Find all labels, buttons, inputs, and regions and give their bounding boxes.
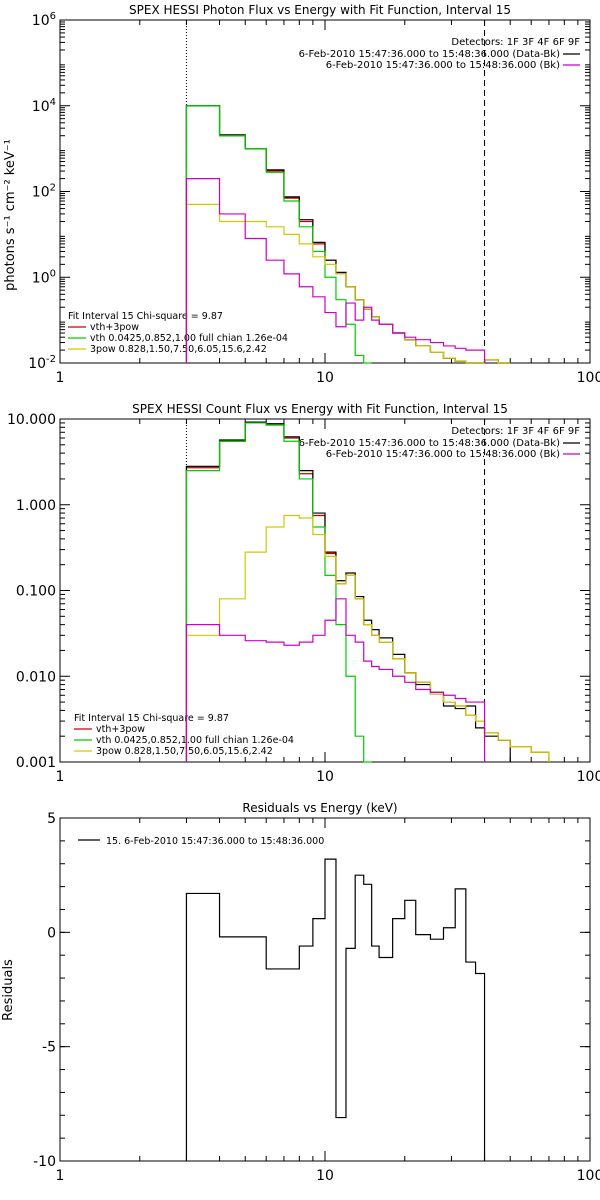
count-flux-series-data-bk bbox=[185, 421, 511, 762]
count-flux-plot-frame bbox=[59, 418, 591, 763]
photon-flux-detectors-label: Detectors: 1F 3F 4F 6F 9F bbox=[451, 37, 580, 48]
photon-flux-title: SPEX HESSI Photon Flux vs Energy with Fi… bbox=[129, 3, 511, 17]
residuals-legend: 15. 6-Feb-2010 15:47:36.000 to 15:48:36.… bbox=[106, 836, 324, 847]
photon-flux-legend-data-bk: 6-Feb-2010 15:47:36.000 to 15:48:36.000 … bbox=[299, 49, 561, 60]
count-flux-y-tick-label: 10.000 bbox=[7, 412, 56, 428]
count-flux-legend-pow: 3pow 0.828,1.50,7.50,6.05,15.6,2.42 bbox=[96, 746, 273, 757]
photon-flux-y-tick-label: 100 bbox=[32, 268, 56, 286]
photon-flux-x-tick-label: 10 bbox=[316, 370, 334, 386]
photon-flux-y-tick-label: 104 bbox=[32, 97, 56, 115]
residuals-y-label: Residuals bbox=[1, 959, 16, 1021]
count-flux-y-tick-label: 0.100 bbox=[16, 584, 56, 600]
count-flux-legend-bk: 6-Feb-2010 15:47:36.000 to 15:48:36.000 … bbox=[326, 449, 560, 460]
count-flux-bottom-legend: Fit Interval 15 Chi-square = 9.87 vth+3p… bbox=[74, 713, 294, 757]
count-flux-series-vth-3pow bbox=[185, 422, 550, 762]
count-flux-title: SPEX HESSI Count Flux vs Energy with Fit… bbox=[132, 402, 508, 416]
count-flux-x-tick-label: 1 bbox=[56, 769, 65, 785]
photon-flux-panel: SPEX HESSI Photon Flux vs Energy with Fi… bbox=[3, 3, 580, 355]
photon-flux-legend-vth: vth 0.0425,0.852,1.00 full chian 1.26e-0… bbox=[90, 333, 288, 344]
count-flux-fit-interval-label: Fit Interval 15 Chi-square = 9.87 bbox=[74, 713, 229, 724]
residuals-y-tick-label: -10 bbox=[33, 1154, 56, 1170]
count-flux-y-tick-label: 1.000 bbox=[16, 498, 56, 514]
residuals-x-tick-label: 10 bbox=[316, 1168, 334, 1184]
residuals-panel: Residuals vs Energy (keV) Residuals 15. … bbox=[1, 801, 398, 1021]
residuals-series-residuals bbox=[185, 858, 486, 1161]
count-flux-top-legend: Detectors: 1F 3F 4F 6F 9F 6-Feb-2010 15:… bbox=[299, 426, 581, 460]
photon-flux-x-tick-label: 100 bbox=[577, 370, 600, 386]
photon-flux-series-bk bbox=[185, 177, 486, 363]
residuals-y-tick-label: -5 bbox=[42, 1040, 56, 1056]
residuals-y-tick-label: 5 bbox=[47, 811, 56, 827]
photon-flux-y-tick-label: 102 bbox=[32, 183, 56, 201]
photon-flux-bottom-legend: Fit Interval 15 Chi-square = 9.87 vth+3p… bbox=[68, 311, 288, 355]
photon-flux-top-legend: Detectors: 1F 3F 4F 6F 9F 6-Feb-2010 15:… bbox=[299, 37, 581, 71]
photon-flux-y-label: photons s⁻¹ cm⁻² keV⁻¹ bbox=[3, 139, 18, 291]
photon-flux-legend-bk: 6-Feb-2010 15:47:36.000 to 15:48:36.000 … bbox=[326, 60, 560, 71]
count-flux-series-bk bbox=[185, 598, 486, 762]
count-flux-x-tick-label: 10 bbox=[316, 769, 334, 785]
residuals-x-tick-label: 1 bbox=[56, 1168, 65, 1184]
residuals-y-tick-label: 0 bbox=[47, 925, 56, 941]
photon-flux-legend-pow: 3pow 0.828,1.50,7.50,6.05,15.6,2.42 bbox=[90, 344, 267, 355]
count-flux-y-tick-label: 0.010 bbox=[16, 669, 56, 685]
count-flux-legend-total: vth+3pow bbox=[96, 724, 145, 735]
photon-flux-y-tick-label: 106 bbox=[32, 11, 56, 29]
count-flux-y-tick-label: 0.001 bbox=[16, 755, 56, 771]
count-flux-x-tick-label: 100 bbox=[577, 769, 600, 785]
count-flux-series-3pow bbox=[185, 514, 550, 762]
count-flux-detectors-label: Detectors: 1F 3F 4F 6F 9F bbox=[451, 426, 580, 437]
photon-flux-fit-interval-label: Fit Interval 15 Chi-square = 9.87 bbox=[68, 311, 223, 322]
photon-flux-y-tick-label: 10-2 bbox=[28, 354, 56, 372]
count-flux-series-vth bbox=[185, 422, 372, 763]
photon-flux-legend-total: vth+3pow bbox=[90, 322, 139, 333]
photon-flux-series-vth bbox=[185, 105, 372, 364]
count-flux-panel: SPEX HESSI Count Flux vs Energy with Fit… bbox=[74, 402, 580, 757]
count-flux-legend-vth: vth 0.0425,0.852,1.00 full chian 1.26e-0… bbox=[96, 735, 294, 746]
residuals-title: Residuals vs Energy (keV) bbox=[242, 801, 397, 815]
residuals-x-tick-label: 100 bbox=[577, 1168, 600, 1184]
count-flux-legend-data-bk: 6-Feb-2010 15:47:36.000 to 15:48:36.000 … bbox=[299, 438, 561, 449]
photon-flux-x-tick-label: 1 bbox=[56, 370, 65, 386]
